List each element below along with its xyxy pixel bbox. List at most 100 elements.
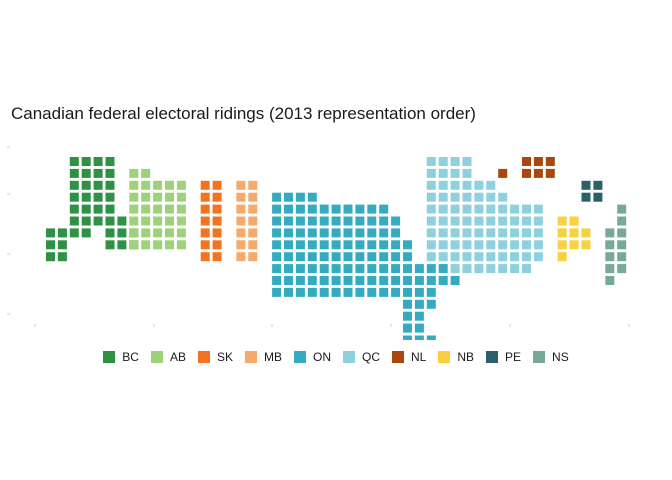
riding-tile-on: [391, 264, 401, 274]
riding-tile-on: [295, 252, 305, 262]
riding-tile-sk: [200, 180, 210, 190]
riding-tile-on: [331, 264, 341, 274]
riding-tile-on: [331, 252, 341, 262]
riding-tile-qc: [498, 216, 508, 226]
legend-item-mb: MB: [245, 350, 282, 364]
legend-label: PE: [505, 350, 522, 364]
riding-tile-mb: [248, 240, 258, 250]
riding-tile-mb: [248, 192, 258, 202]
riding-tile-ab: [141, 168, 151, 178]
riding-tile-ns: [617, 228, 627, 238]
riding-tile-qc: [426, 168, 436, 178]
riding-tile-ab: [176, 228, 186, 238]
riding-tile-on: [307, 240, 317, 250]
riding-tile-on: [319, 216, 329, 226]
riding-tile-nl: [545, 157, 555, 166]
riding-tile-mb: [236, 204, 246, 214]
riding-tile-qc: [533, 240, 543, 250]
riding-tile-qc: [486, 228, 496, 238]
riding-tile-on: [295, 276, 305, 285]
riding-tile-sk: [212, 192, 222, 202]
riding-tile-qc: [426, 252, 436, 262]
riding-tile-on: [438, 276, 448, 285]
riding-tile-on: [343, 264, 353, 274]
riding-tile-bc: [105, 168, 115, 178]
riding-tile-qc: [533, 204, 543, 214]
riding-tile-qc: [474, 180, 484, 190]
riding-tile-ns: [605, 264, 615, 274]
riding-tile-on: [307, 216, 317, 226]
riding-tile-sk: [212, 240, 222, 250]
riding-tile-on: [295, 204, 305, 214]
riding-tile-nb: [569, 216, 579, 226]
riding-tile-bc: [93, 204, 103, 214]
riding-tile-ab: [176, 204, 186, 214]
riding-tile-ab: [153, 228, 163, 238]
riding-tile-on: [295, 192, 305, 202]
legend-item-nl: NL: [392, 350, 426, 364]
riding-tile-on: [307, 228, 317, 238]
riding-tile-qc: [533, 252, 543, 262]
riding-tile-ab: [165, 216, 174, 226]
riding-tile-ns: [617, 252, 627, 262]
riding-tile-ns: [617, 240, 627, 250]
riding-tile-ab: [165, 180, 174, 190]
riding-tile-qc: [533, 228, 543, 238]
riding-tile-on: [284, 216, 293, 226]
riding-tile-nl: [498, 168, 508, 178]
riding-tile-on: [391, 240, 401, 250]
legend-item-nb: NB: [438, 350, 474, 364]
riding-tile-qc: [486, 216, 496, 226]
riding-tile-bc: [117, 240, 127, 250]
legend-item-sk: SK: [197, 350, 233, 364]
riding-tile-on: [391, 216, 401, 226]
riding-tile-on: [414, 264, 424, 274]
riding-tile-on: [319, 204, 329, 214]
riding-tile-bc: [69, 216, 79, 226]
riding-tile-on: [343, 204, 353, 214]
riding-tile-bc: [105, 192, 115, 202]
riding-tile-qc: [450, 252, 460, 262]
legend-item-bc: BC: [103, 350, 139, 364]
riding-tile-on: [403, 287, 412, 297]
riding-tile-qc: [426, 180, 436, 190]
legend-swatch: [150, 351, 163, 363]
riding-tile-ns: [617, 264, 627, 274]
riding-tile-ab: [153, 204, 163, 214]
riding-tile-on: [379, 228, 389, 238]
riding-tile-on: [403, 323, 412, 333]
riding-tile-ab: [165, 192, 174, 202]
riding-tile-on: [355, 264, 365, 274]
riding-tile-pe: [593, 180, 603, 190]
riding-tile-on: [355, 228, 365, 238]
riding-tile-ns: [605, 252, 615, 262]
riding-tile-sk: [200, 252, 210, 262]
riding-tile-qc: [450, 264, 460, 274]
riding-tile-on: [343, 287, 353, 297]
riding-tile-bc: [69, 192, 79, 202]
riding-tile-sk: [200, 204, 210, 214]
riding-tile-qc: [438, 168, 448, 178]
legend-swatch: [103, 351, 116, 363]
riding-tile-qc: [462, 252, 472, 262]
riding-tile-qc: [474, 264, 484, 274]
riding-tile-qc: [486, 252, 496, 262]
riding-tile-bc: [46, 228, 55, 238]
riding-tile-on: [391, 287, 401, 297]
riding-tile-qc: [522, 204, 531, 214]
riding-tile-qc: [510, 228, 520, 238]
riding-tile-bc: [69, 228, 79, 238]
riding-tile-ab: [129, 240, 139, 250]
riding-tile-qc: [510, 204, 520, 214]
legend-label: AB: [169, 350, 186, 364]
riding-tile-qc: [498, 204, 508, 214]
riding-tile-bc: [57, 228, 67, 238]
legend-label: NB: [457, 350, 475, 364]
riding-tile-on: [379, 287, 389, 297]
riding-tile-pe: [581, 192, 591, 202]
riding-tile-qc: [450, 228, 460, 238]
riding-tile-on: [426, 276, 436, 285]
riding-tile-on: [343, 252, 353, 262]
riding-tile-qc: [450, 157, 460, 166]
riding-tile-ab: [165, 204, 174, 214]
